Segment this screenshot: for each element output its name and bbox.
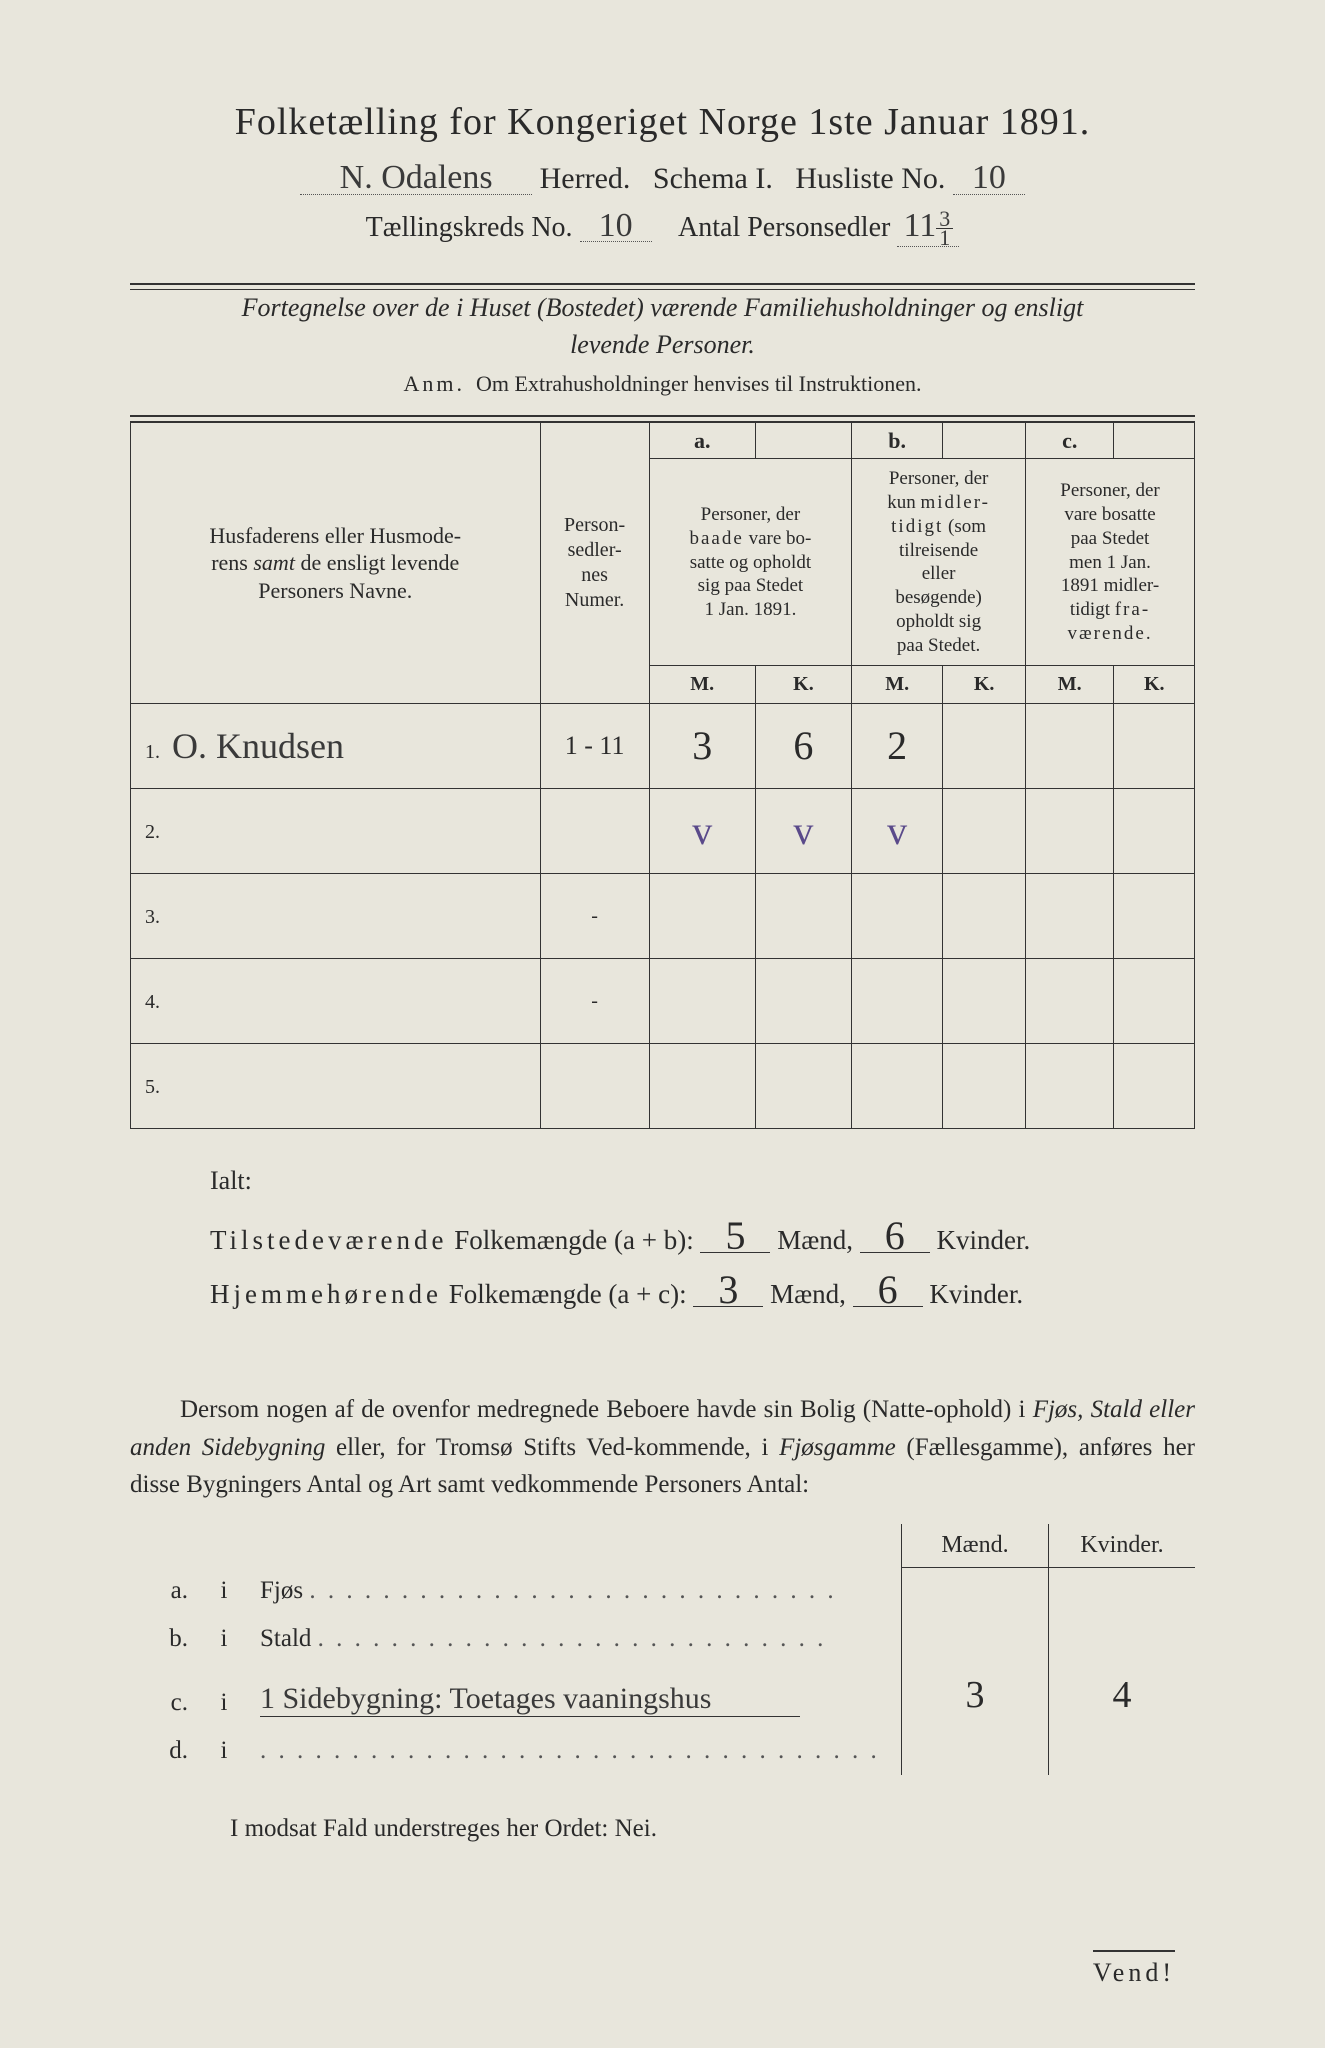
present-m: 5: [700, 1220, 770, 1253]
resident-m: 3: [693, 1274, 763, 1307]
husliste-value: 10: [953, 163, 1025, 195]
total-present: Tilstedeværende Folkemængde (a + b): 5 M…: [210, 1213, 1195, 1267]
table-row: 4. -: [131, 959, 1195, 1044]
table-row: c. i 1 Sidebygning: Toetages vaaningshus…: [130, 1663, 1195, 1727]
instruction-paragraph: Dersom nogen af de ovenfor medregnede Be…: [130, 1391, 1195, 1504]
table-row: a. i Fjøs . . . . . . . . . . . . . . . …: [130, 1567, 1195, 1615]
col-a-label: a.: [649, 422, 755, 459]
table-row: 3. -: [131, 874, 1195, 959]
col-a-m: M.: [649, 666, 755, 704]
resident-k: 6: [853, 1274, 923, 1307]
totals-block: Ialt: Tilstedeværende Folkemængde (a + b…: [130, 1155, 1195, 1321]
col-c-text: Personer, dervare bosattepaa Stedetmen 1…: [1026, 459, 1195, 666]
table-row: b. i Stald . . . . . . . . . . . . . . .…: [130, 1615, 1195, 1663]
col-b-m: M.: [852, 666, 943, 704]
divider-2: [130, 415, 1195, 422]
anm-note: Anm. Om Extrahusholdninger henvises til …: [130, 371, 1195, 397]
herred-label: Herred.: [540, 162, 631, 195]
col-pnum-header: Person-sedler-nesNumer.: [540, 422, 649, 704]
col-c-label: c.: [1026, 422, 1114, 459]
divider: [130, 283, 1195, 290]
antal-value: 1131: [897, 210, 959, 247]
col-c-k: K.: [1114, 666, 1195, 704]
schema-label: Schema I.: [653, 162, 773, 195]
table-row: 5.: [131, 1044, 1195, 1129]
herred-value: N. Odalens: [300, 163, 532, 195]
col-b-text: Personer, derkun midler-tidigt (somtilre…: [852, 459, 1026, 666]
present-k: 6: [860, 1220, 930, 1253]
lower-maend-header: Mænd.: [902, 1524, 1049, 1568]
col-b-label: b.: [852, 422, 943, 459]
table-row: 1. O. Knudsen 1 - 11 3 6 2: [131, 704, 1195, 789]
nei-line: I modsat Fald understreges her Ordet: Ne…: [130, 1815, 1195, 1843]
antal-fraction: 31: [936, 210, 953, 246]
total-resident: Hjemmehørende Folkemængde (a + c): 3 Mæn…: [210, 1267, 1195, 1321]
census-form-page: Folketælling for Kongeriget Norge 1ste J…: [0, 0, 1325, 2048]
header-line-2: N. Odalens Herred. Schema I. Husliste No…: [130, 162, 1195, 196]
col-names-header: Husfaderens eller Husmode-rens samt de e…: [131, 422, 541, 704]
antal-label: Antal Personsedler: [678, 212, 890, 243]
outbuilding-table: Mænd. Kvinder. a. i Fjøs . . . . . . . .…: [130, 1524, 1195, 1776]
table-row: d. i . . . . . . . . . . . . . . . . . .…: [130, 1727, 1195, 1775]
kreds-label: Tællingskreds No.: [366, 212, 573, 243]
husliste-label: Husliste No.: [795, 162, 945, 195]
subtitle: Fortegnelse over de i Huset (Bostedet) v…: [130, 290, 1195, 363]
table-row: 2. v v v: [131, 789, 1195, 874]
col-c-m: M.: [1026, 666, 1114, 704]
col-b-k: K.: [943, 666, 1026, 704]
lower-kvinder-header: Kvinder.: [1049, 1524, 1196, 1568]
col-a-k: K.: [755, 666, 851, 704]
household-table: Husfaderens eller Husmode-rens samt de e…: [130, 422, 1195, 1130]
col-a-text: Personer, derbaade vare bo-satte og opho…: [649, 459, 851, 666]
kreds-value: 10: [580, 211, 652, 243]
header-line-3: Tællingskreds No. 10 Antal Personsedler …: [130, 210, 1195, 247]
page-title: Folketælling for Kongeriget Norge 1ste J…: [130, 100, 1195, 144]
ialt-label: Ialt:: [210, 1155, 1195, 1207]
turn-page-label: Vend!: [1093, 1950, 1175, 1988]
